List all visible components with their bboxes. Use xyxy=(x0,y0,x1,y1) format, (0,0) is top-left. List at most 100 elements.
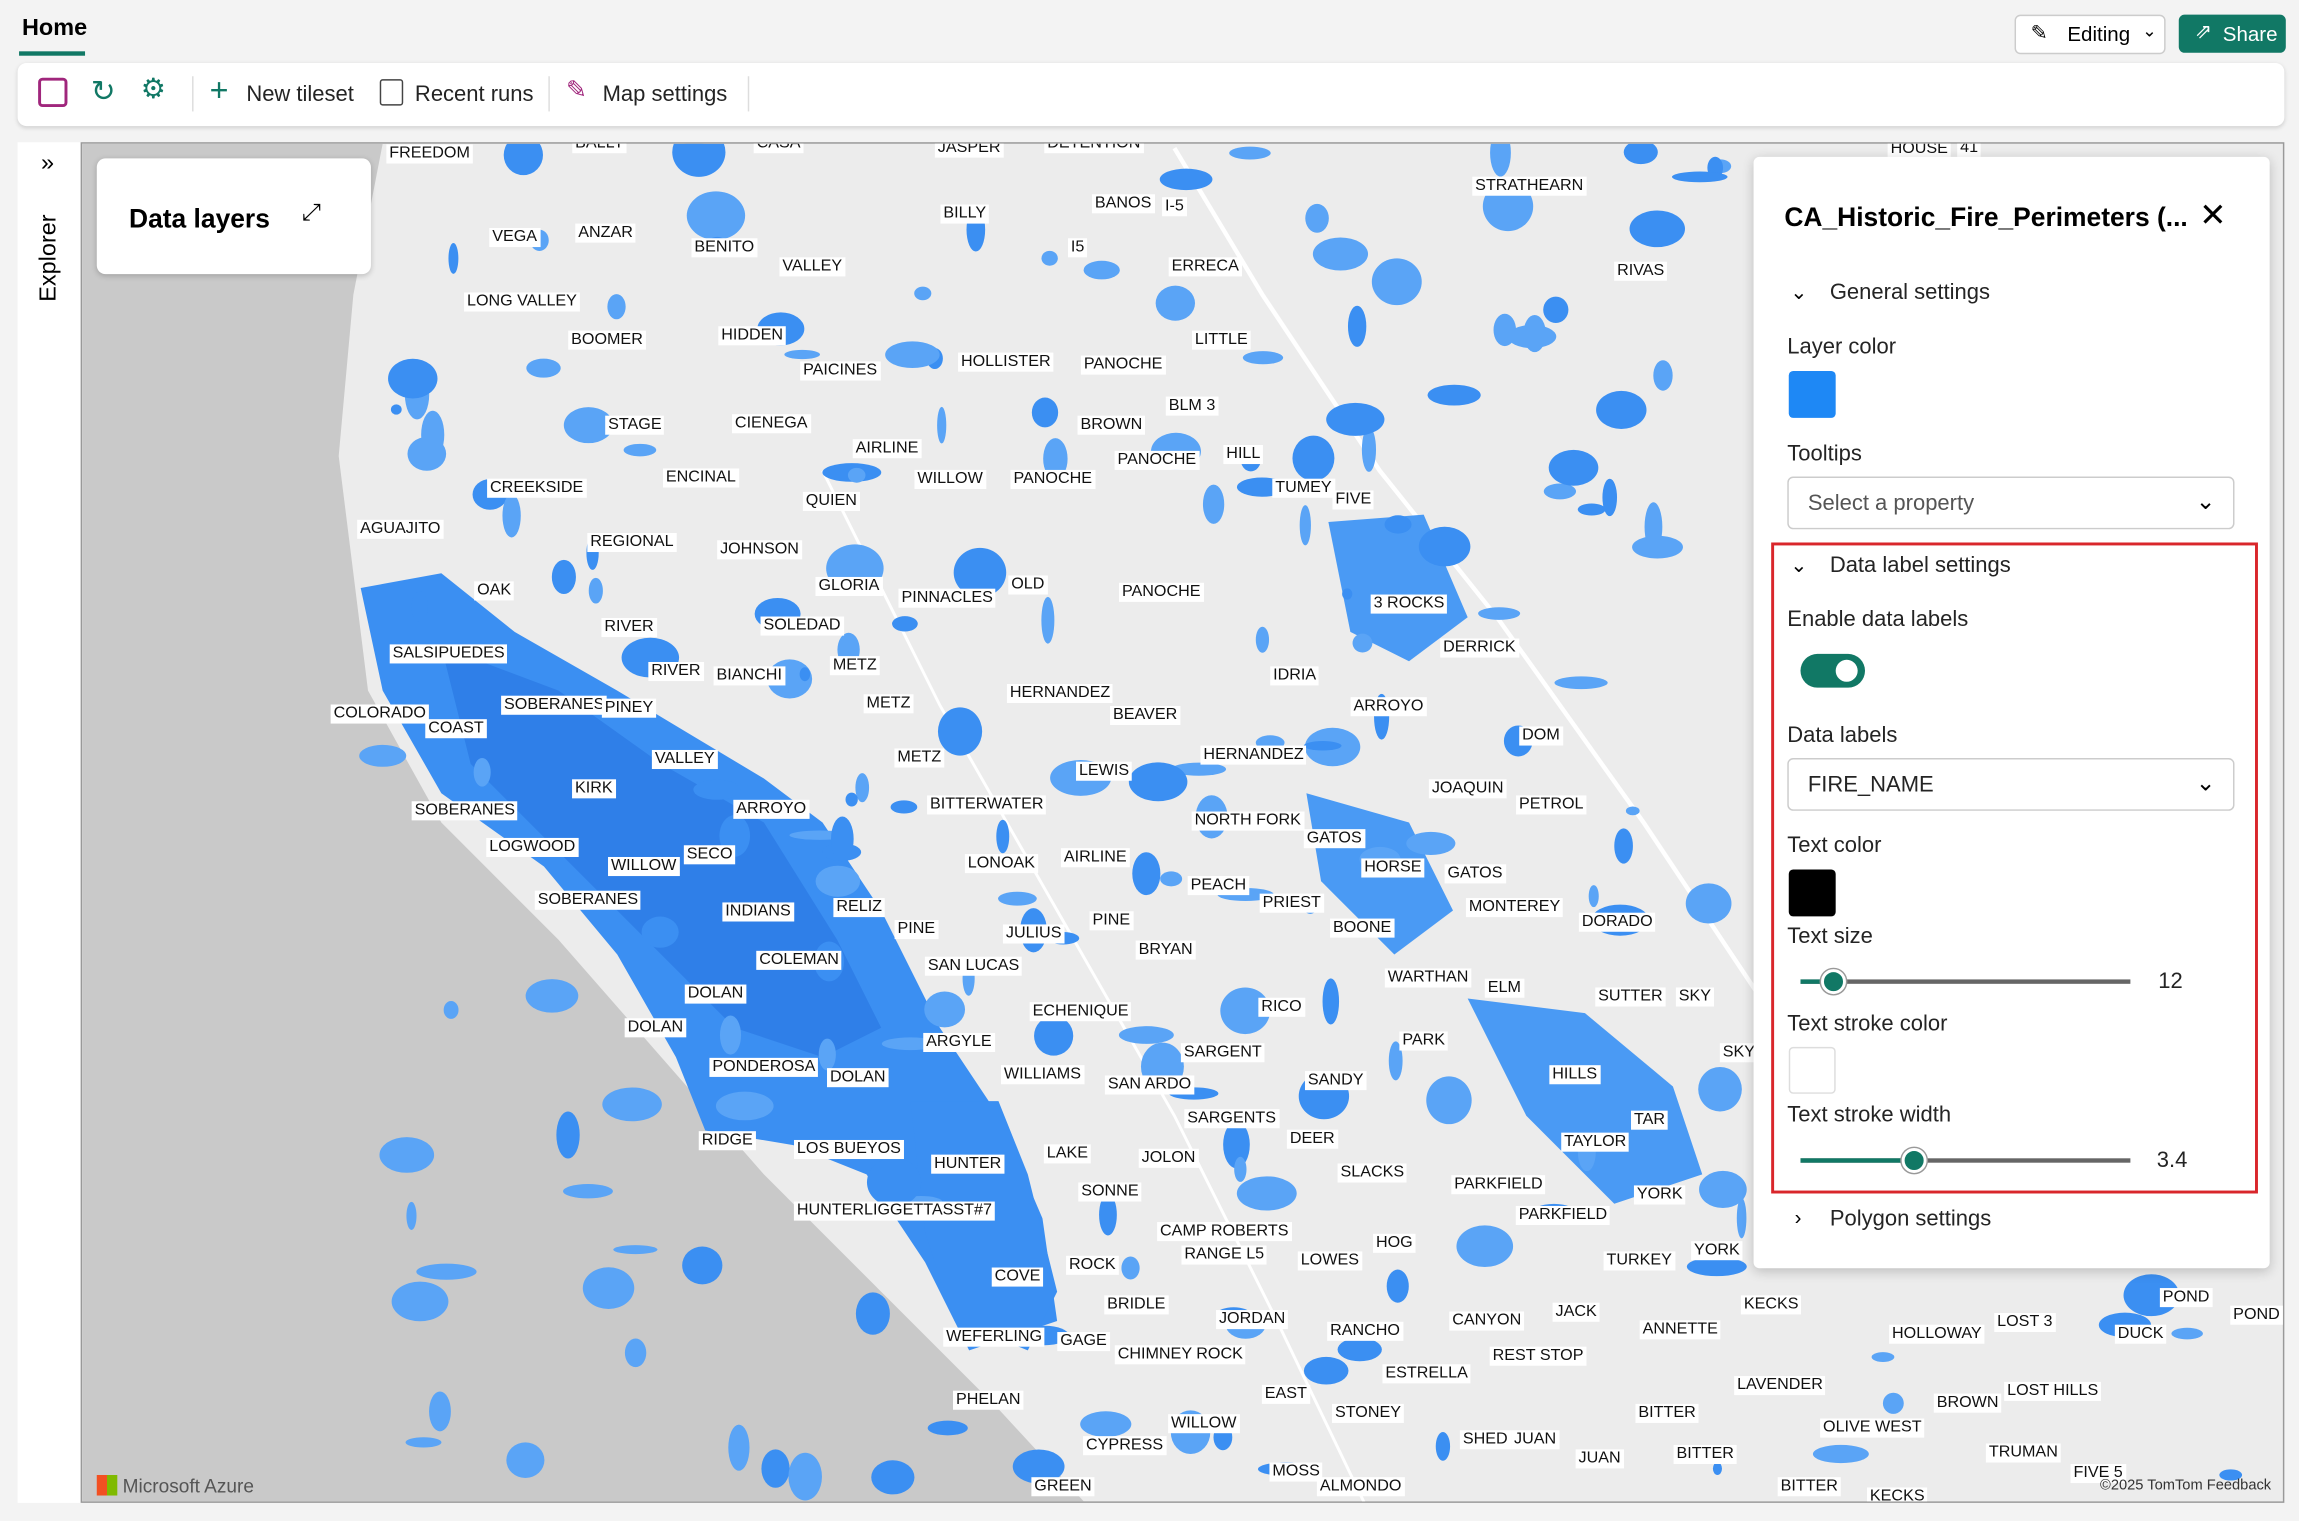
general-settings[interactable]: General settings xyxy=(1829,280,1990,305)
map-label: PARKFIELD xyxy=(1451,1175,1546,1195)
azure-brand: Microsoft Azure xyxy=(96,1474,254,1497)
map-label: 41 xyxy=(1957,143,1982,158)
map-label: PINNACLES xyxy=(898,588,996,608)
map-label: CASA xyxy=(753,143,804,154)
data-label-settings[interactable]: Data label settings xyxy=(1829,552,2011,578)
map-label: LITTLE xyxy=(1191,330,1251,350)
map-label: COLORADO xyxy=(330,704,429,724)
editing-button[interactable]: ✎ Editing ⌄ xyxy=(2014,14,2166,55)
map-label: SALSIPUEDES xyxy=(389,644,508,664)
map-label: PANOCHE xyxy=(1010,469,1095,489)
new-tileset[interactable]: New tileset xyxy=(246,82,354,108)
editing-label: Editing xyxy=(2067,21,2131,46)
map-label: HUNTER xyxy=(931,1154,1005,1174)
text-color-label: Text color xyxy=(1787,832,1882,858)
map-label: ELM xyxy=(1484,978,1524,998)
map-label: BROWN xyxy=(1077,415,1146,435)
stroke-width-thumb[interactable] xyxy=(1901,1148,1927,1173)
explorer-label[interactable]: Explorer xyxy=(36,214,62,302)
map-label: METZ xyxy=(863,694,914,714)
map-label: METZ xyxy=(894,748,945,768)
map-settings[interactable]: Map settings xyxy=(602,82,728,108)
map-label: CANYON xyxy=(1449,1311,1525,1331)
map-label: HOLLOWAY xyxy=(1889,1324,1985,1344)
data-layers-card[interactable]: Data layers ⤢ xyxy=(96,158,371,275)
stroke-color-swatch[interactable] xyxy=(1788,1046,1836,1094)
map-label: GATOS xyxy=(1303,829,1365,849)
map-label: BEAVER xyxy=(1110,705,1181,726)
map-label: STAGE xyxy=(605,415,665,435)
map-label: LONOAK xyxy=(964,854,1038,874)
map-label: PINE xyxy=(894,920,939,940)
map-label: SKY xyxy=(1719,1043,1758,1063)
map-label: GREEN xyxy=(1031,1477,1095,1497)
map-label: SARGENT xyxy=(1180,1043,1265,1063)
map-label: JULIUS xyxy=(1002,924,1065,944)
tooltips-label: Tooltips xyxy=(1787,441,1862,467)
map-label: REST STOP xyxy=(1489,1346,1587,1366)
tooltips-dropdown[interactable]: Select a property ⌄ xyxy=(1787,476,2235,530)
text-size-value: 12 xyxy=(2158,969,2183,995)
map-label: METZ xyxy=(829,656,880,676)
enable-toggle[interactable] xyxy=(1800,653,1866,688)
map-label: POND xyxy=(2159,1288,2213,1308)
map-label: BOONE xyxy=(1330,918,1395,938)
home-tab[interactable]: Home xyxy=(21,16,88,42)
map-label: PARK xyxy=(1399,1031,1448,1051)
map-label: LOWES xyxy=(1297,1251,1362,1271)
map-label: JUAN xyxy=(1511,1430,1560,1450)
data-labels-dropdown[interactable]: FIRE_NAME ⌄ xyxy=(1787,758,2235,811)
text-size-thumb[interactable] xyxy=(1821,969,1846,995)
close-button[interactable]: ✕ xyxy=(2199,196,2227,234)
save-icon[interactable] xyxy=(38,77,68,108)
map-label: HILLS xyxy=(1549,1065,1601,1085)
refresh-icon[interactable]: ↻ xyxy=(90,76,116,109)
polygon-settings[interactable]: Polygon settings xyxy=(1829,1206,1992,1232)
map-label: DETENTION xyxy=(1044,143,1144,154)
brand-text: Microsoft Azure xyxy=(122,1474,254,1497)
map-label: ERRECA xyxy=(1168,257,1242,277)
map-label: SAN ARDO xyxy=(1104,1075,1195,1095)
settings-icon[interactable]: ⚙ xyxy=(140,74,166,106)
explorer-rail: » Explorer xyxy=(17,142,81,1503)
share-button[interactable]: Share ⇗ xyxy=(2178,14,2286,53)
feedback[interactable]: Feedback xyxy=(2206,1477,2272,1495)
map-label: KECKS xyxy=(1740,1295,1802,1315)
map-label: PANOCHE xyxy=(1080,355,1166,375)
map-label: TAR xyxy=(1631,1110,1668,1130)
text-size-track xyxy=(1800,979,2131,984)
map-label: RANCHO xyxy=(1327,1321,1403,1341)
map-label: HILL xyxy=(1223,444,1264,465)
map-label: LOGWOOD xyxy=(486,837,579,857)
layer-panel: CA_Historic_Fire_Perimeters (... ✕ ⌄ Gen… xyxy=(1753,156,2270,1269)
map-label: PHELAN xyxy=(953,1390,1024,1410)
map-label: BANOS xyxy=(1091,194,1155,214)
map-label: STRATHEARN xyxy=(1472,176,1587,196)
map-label: TURKEY xyxy=(1603,1251,1675,1271)
map-label: SOLEDAD xyxy=(760,616,844,636)
map-label: I5 xyxy=(1067,238,1088,258)
map-label: TRUMAN xyxy=(1985,1443,2061,1463)
text-color-swatch[interactable] xyxy=(1788,869,1836,917)
map-label: RANGE L5 xyxy=(1181,1245,1268,1265)
map-label: HOLLISTER xyxy=(958,352,1054,372)
map-label: LAVENDER xyxy=(1734,1376,1826,1396)
map-label: EAST xyxy=(1261,1384,1310,1404)
map-label: JOAQUIN xyxy=(1428,779,1507,799)
map-label: JUAN xyxy=(1575,1449,1624,1469)
map-label: CHIMNEY ROCK xyxy=(1114,1345,1246,1365)
text-size-label: Text size xyxy=(1787,923,1873,949)
text-stroke-color-label: Text stroke color xyxy=(1787,1011,1948,1037)
map-label: BRIDLE xyxy=(1104,1295,1169,1315)
map-label: FREEDOM xyxy=(386,144,473,164)
map-label: DUCK xyxy=(2114,1324,2167,1344)
map-label: ENCINAL xyxy=(662,468,739,488)
layer-color-swatch[interactable] xyxy=(1788,370,1836,418)
copyright: ©2025 TomTom xyxy=(2100,1477,2203,1495)
recent-runs[interactable]: Recent runs xyxy=(414,82,534,108)
map-label: PARKFIELD xyxy=(1515,1205,1611,1226)
map-label: STONEY xyxy=(1332,1403,1404,1423)
map-label: VEGA xyxy=(489,227,540,248)
map-label: ARROYO xyxy=(1350,697,1427,717)
attribution: ©2025 TomTom Feedback xyxy=(2100,1478,2271,1494)
